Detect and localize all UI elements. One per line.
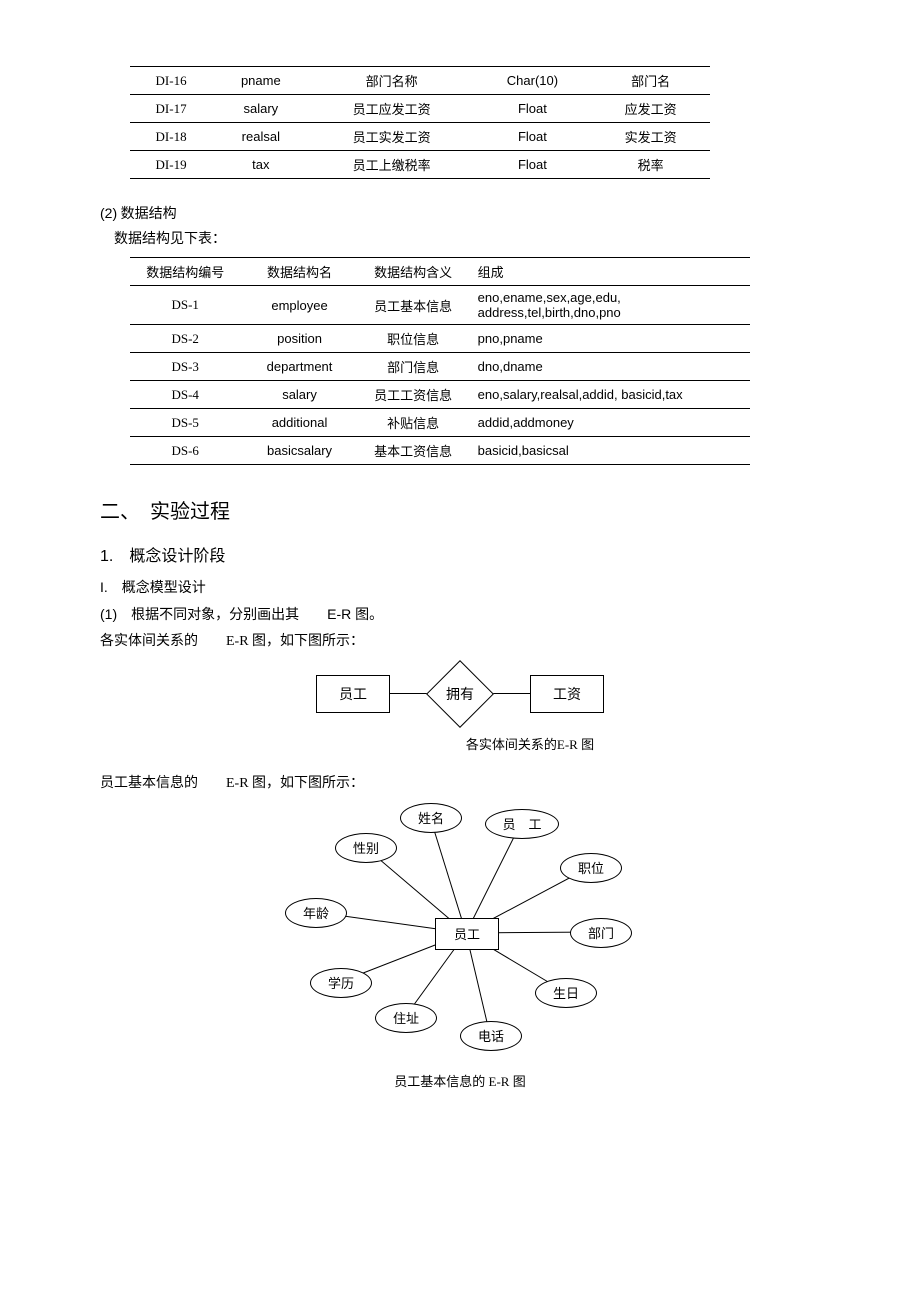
heading-concept-design: 1. 概念设计阶段: [100, 542, 820, 566]
table-cell: salary: [240, 381, 358, 409]
table-cell: DS-3: [130, 353, 240, 381]
table-cell: Float: [474, 95, 592, 123]
er-entity-salary: 工资: [530, 675, 604, 713]
er2-attribute: 员 工: [485, 809, 559, 839]
table-cell: Char(10): [474, 67, 592, 95]
er-relationship-own: 拥有: [428, 662, 492, 726]
er2-caption: 员工基本信息的 E-R 图: [394, 1071, 525, 1090]
er-connector: [492, 693, 530, 694]
table-cell: 员工实发工资: [310, 123, 474, 151]
table-row: DS-6basicsalary基本工资信息basicid,basicsal: [130, 437, 750, 465]
er-diagram-employee-attrs: 员工 姓名员 工性别职位年龄部门学历 生日住址电话 员工基本信息的 E-R 图: [100, 803, 820, 1090]
table-cell: basicid,basicsal: [468, 437, 750, 465]
table-cell: dno,dname: [468, 353, 750, 381]
table-cell: pno,pname: [468, 325, 750, 353]
er2-attribute: 性别: [335, 833, 397, 863]
er2-attribute: 住址: [375, 1003, 437, 1033]
table-cell: 补贴信息: [359, 409, 468, 437]
table-row: DI-17salary员工应发工资Float应发工资: [130, 95, 710, 123]
data-item-table: DI-16pname部门名称Char(10)部门名DI-17salary员工应发…: [130, 66, 710, 179]
table-cell: 应发工资: [591, 95, 710, 123]
section-2-header: (2) 数据结构: [100, 203, 820, 223]
table-cell: 基本工资信息: [359, 437, 468, 465]
table-cell: 员工上缴税率: [310, 151, 474, 179]
table-cell: Float: [474, 123, 592, 151]
table-row: DS-4salary员工工资信息eno,salary,realsal,addid…: [130, 381, 750, 409]
table-row: DI-18realsal员工实发工资Float实发工资: [130, 123, 710, 151]
p1b-text: 各实体间关系的 E-R 图，如下图所示：: [100, 631, 820, 653]
data-structure-table: 数据结构编号数据结构名数据结构含义组成 DS-1employee员工基本信息en…: [130, 257, 750, 465]
table-cell: DI-19: [130, 151, 212, 179]
table-row: DI-19tax员工上缴税率Float税率: [130, 151, 710, 179]
table-cell: realsal: [212, 123, 309, 151]
table-cell: 员工基本信息: [359, 286, 468, 325]
er2-entity-center: 员工: [435, 918, 499, 950]
table-cell: DI-18: [130, 123, 212, 151]
er-entity-employee: 员工: [316, 675, 390, 713]
table-row: DS-3department部门信息dno,dname: [130, 353, 750, 381]
er1-caption: 各实体间关系的E-R 图: [466, 734, 594, 753]
table-cell: salary: [212, 95, 309, 123]
table-cell: DI-16: [130, 67, 212, 95]
table-header: 数据结构编号: [130, 258, 240, 286]
table-cell: employee: [240, 286, 358, 325]
p2-text: 员工基本信息的 E-R 图，如下图所示：: [100, 773, 820, 795]
table-row: DS-1employee员工基本信息eno,ename,sex,age,edu,…: [130, 286, 750, 325]
heading-experiment-process: 二、 实验过程: [100, 495, 820, 524]
table-cell: 部门信息: [359, 353, 468, 381]
table-cell: eno,salary,realsal,addid, basicid,tax: [468, 381, 750, 409]
table-cell: 部门名: [591, 67, 710, 95]
table-cell: DS-6: [130, 437, 240, 465]
er2-attribute: 电话: [460, 1021, 522, 1051]
er2-attribute: 职位: [560, 853, 622, 883]
table-row: DS-5additional补贴信息addid,addmoney: [130, 409, 750, 437]
heading-concept-model: I. 概念模型设计: [100, 576, 820, 598]
table-header: 数据结构含义: [359, 258, 468, 286]
table-cell: DS-5: [130, 409, 240, 437]
table-cell: department: [240, 353, 358, 381]
table-cell: tax: [212, 151, 309, 179]
er2-attribute: 学历: [310, 968, 372, 998]
table-cell: additional: [240, 409, 358, 437]
er-rel-label: 拥有: [446, 684, 474, 704]
section-2-subtitle: 数据结构见下表：: [114, 229, 820, 251]
table-cell: position: [240, 325, 358, 353]
table-cell: 部门名称: [310, 67, 474, 95]
er-connector: [390, 693, 428, 694]
table-cell: Float: [474, 151, 592, 179]
table-cell: DI-17: [130, 95, 212, 123]
table-cell: DS-2: [130, 325, 240, 353]
table-cell: 员工工资信息: [359, 381, 468, 409]
table-cell: 职位信息: [359, 325, 468, 353]
table-cell: basicsalary: [240, 437, 358, 465]
table-row: DI-16pname部门名称Char(10)部门名: [130, 67, 710, 95]
table-cell: 实发工资: [591, 123, 710, 151]
er2-attribute: 年龄: [285, 898, 347, 928]
table-cell: 员工应发工资: [310, 95, 474, 123]
table-header: 组成: [468, 258, 750, 286]
paragraph-er-intro: (1) 根据不同对象，分别画出其 E-R 图。: [100, 603, 820, 627]
table-cell: pname: [212, 67, 309, 95]
table-cell: eno,ename,sex,age,edu, address,tel,birth…: [468, 286, 750, 325]
er2-attribute: 生日: [535, 978, 597, 1008]
section-2-num: (2): [100, 205, 117, 221]
table-cell: DS-1: [130, 286, 240, 325]
p1a-text: (1) 根据不同对象，分别画出其 E-R 图。: [100, 606, 383, 622]
table-cell: 税率: [591, 151, 710, 179]
er2-attribute: 部门: [570, 918, 632, 948]
table-cell: addid,addmoney: [468, 409, 750, 437]
er2-attribute: 姓名: [400, 803, 462, 833]
table-row: DS-2position职位信息pno,pname: [130, 325, 750, 353]
table-cell: DS-4: [130, 381, 240, 409]
er-diagram-relationship: 员工 拥有 工资 各实体间关系的E-R 图: [100, 662, 820, 753]
table-header: 数据结构名: [240, 258, 358, 286]
section-2-title: 数据结构: [121, 207, 177, 222]
